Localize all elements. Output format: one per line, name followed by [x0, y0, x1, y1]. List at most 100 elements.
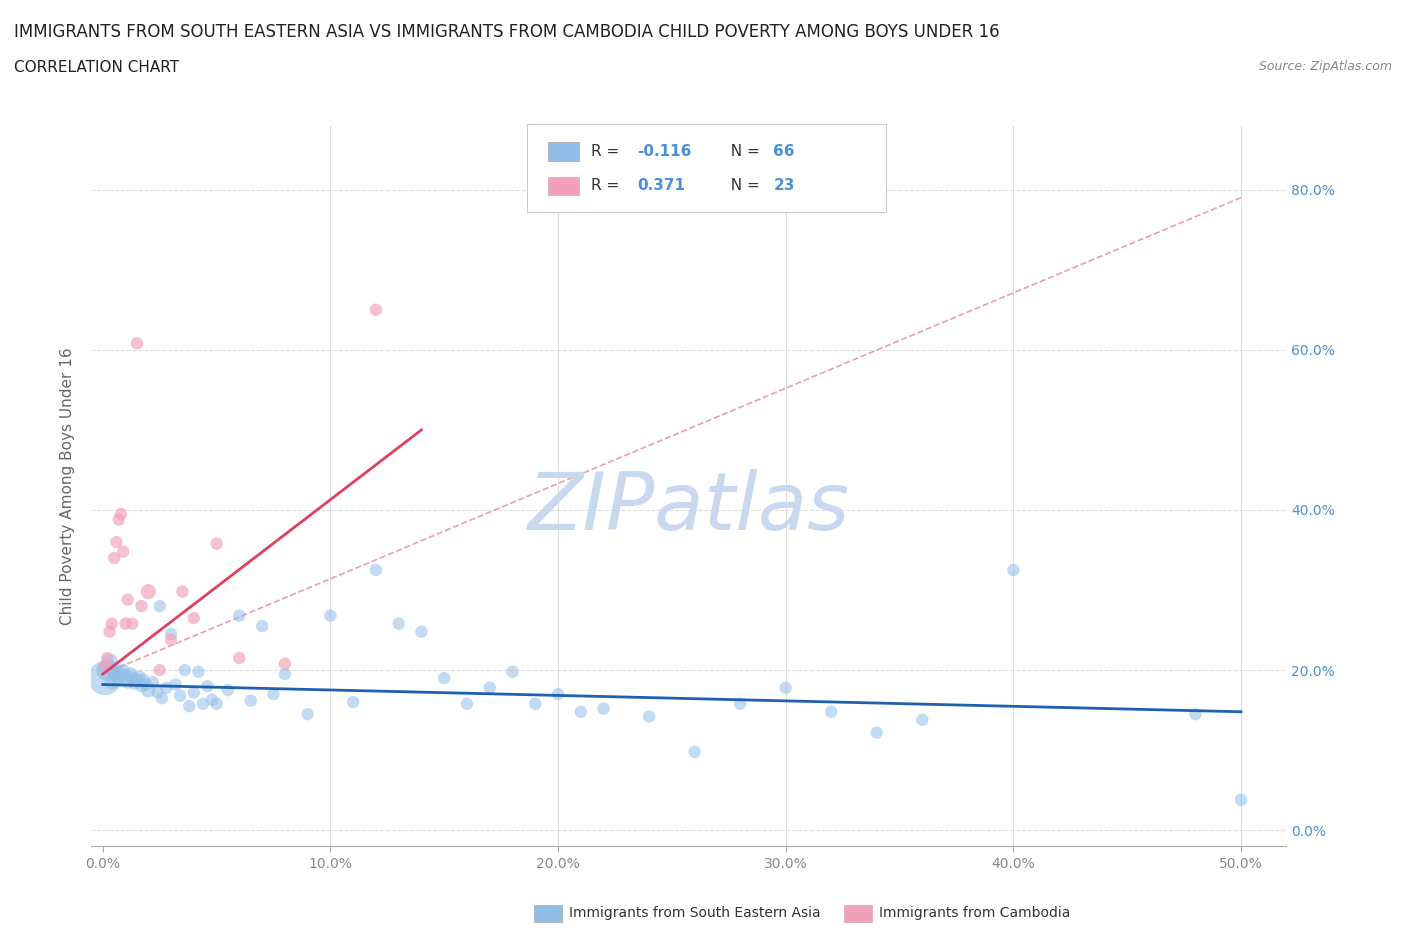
Point [820, 704, 842, 719]
Point [205, 697, 228, 711]
Point [136, 683, 159, 698]
Point [364, 302, 387, 317]
Point [911, 712, 934, 727]
Point [142, 674, 165, 689]
Point [547, 686, 569, 701]
Text: ZIPatlas: ZIPatlas [527, 469, 851, 547]
Point [98, 655, 121, 670]
Point [94, 658, 117, 673]
Point [117, 674, 139, 689]
Point [110, 507, 132, 522]
Point [114, 669, 136, 684]
Point [179, 698, 201, 713]
Point [1002, 563, 1025, 578]
Point [125, 672, 148, 687]
Point [131, 599, 153, 614]
Text: -0.116: -0.116 [637, 144, 692, 159]
Point [239, 693, 262, 708]
Point [149, 663, 172, 678]
Point [592, 701, 614, 716]
Point [169, 688, 191, 703]
Point [112, 663, 135, 678]
Point [131, 679, 153, 694]
Point [1230, 792, 1253, 807]
Point [775, 681, 797, 696]
Point [187, 664, 209, 679]
Text: 66: 66 [773, 144, 794, 159]
Text: CORRELATION CHART: CORRELATION CHART [14, 60, 179, 75]
Point [101, 617, 124, 631]
Point [728, 697, 751, 711]
Point [201, 692, 224, 707]
Point [478, 681, 501, 696]
Point [205, 536, 228, 551]
Point [117, 592, 139, 607]
Point [121, 617, 143, 631]
Point [569, 704, 592, 719]
Point [96, 651, 118, 666]
Point [160, 627, 183, 642]
Point [125, 336, 148, 351]
Point [94, 671, 117, 685]
Point [150, 691, 173, 706]
Point [132, 672, 155, 687]
Point [101, 674, 124, 689]
Point [297, 707, 319, 722]
Point [160, 632, 183, 647]
Text: 23: 23 [773, 179, 794, 193]
Text: R =: R = [591, 179, 624, 193]
Point [388, 617, 411, 631]
Text: IMMIGRANTS FROM SOUTH EASTERN ASIA VS IMMIGRANTS FROM CAMBODIA CHILD POVERTY AMO: IMMIGRANTS FROM SOUTH EASTERN ASIA VS IM… [14, 23, 1000, 41]
Text: 0.371: 0.371 [637, 179, 685, 193]
Point [524, 697, 547, 711]
Point [342, 695, 364, 710]
Point [228, 608, 250, 623]
Point [165, 677, 187, 692]
Text: N =: N = [721, 179, 765, 193]
Point [433, 671, 456, 685]
Point [228, 651, 250, 666]
Point [124, 676, 146, 691]
Text: Source: ZipAtlas.com: Source: ZipAtlas.com [1258, 60, 1392, 73]
Point [183, 611, 205, 626]
Point [136, 584, 159, 599]
Point [250, 618, 273, 633]
Point [866, 725, 889, 740]
Text: R =: R = [591, 144, 624, 159]
Point [155, 681, 177, 696]
Point [502, 664, 524, 679]
Point [96, 663, 118, 678]
Point [103, 667, 125, 682]
Point [128, 669, 150, 684]
Y-axis label: Child Poverty Among Boys Under 16: Child Poverty Among Boys Under 16 [60, 347, 76, 625]
Text: Immigrants from South Eastern Asia: Immigrants from South Eastern Asia [569, 906, 821, 921]
Text: N =: N = [721, 144, 765, 159]
Point [172, 584, 194, 599]
Point [114, 617, 136, 631]
Point [191, 697, 214, 711]
Point [217, 683, 239, 698]
Point [274, 657, 297, 671]
Point [197, 679, 219, 694]
Point [146, 685, 169, 700]
Point [120, 667, 142, 682]
Point [274, 667, 297, 682]
Point [112, 544, 135, 559]
Point [110, 667, 132, 682]
Point [319, 608, 342, 623]
Point [103, 551, 125, 565]
Point [149, 599, 172, 614]
Point [411, 624, 433, 639]
Point [107, 512, 129, 527]
Text: Immigrants from Cambodia: Immigrants from Cambodia [879, 906, 1070, 921]
Point [1184, 707, 1206, 722]
Point [456, 697, 478, 711]
Point [98, 624, 121, 639]
Point [105, 535, 128, 550]
Point [183, 685, 205, 700]
Point [105, 663, 128, 678]
Point [683, 744, 706, 759]
Point [364, 563, 387, 578]
Point [121, 671, 143, 685]
Point [173, 663, 195, 678]
